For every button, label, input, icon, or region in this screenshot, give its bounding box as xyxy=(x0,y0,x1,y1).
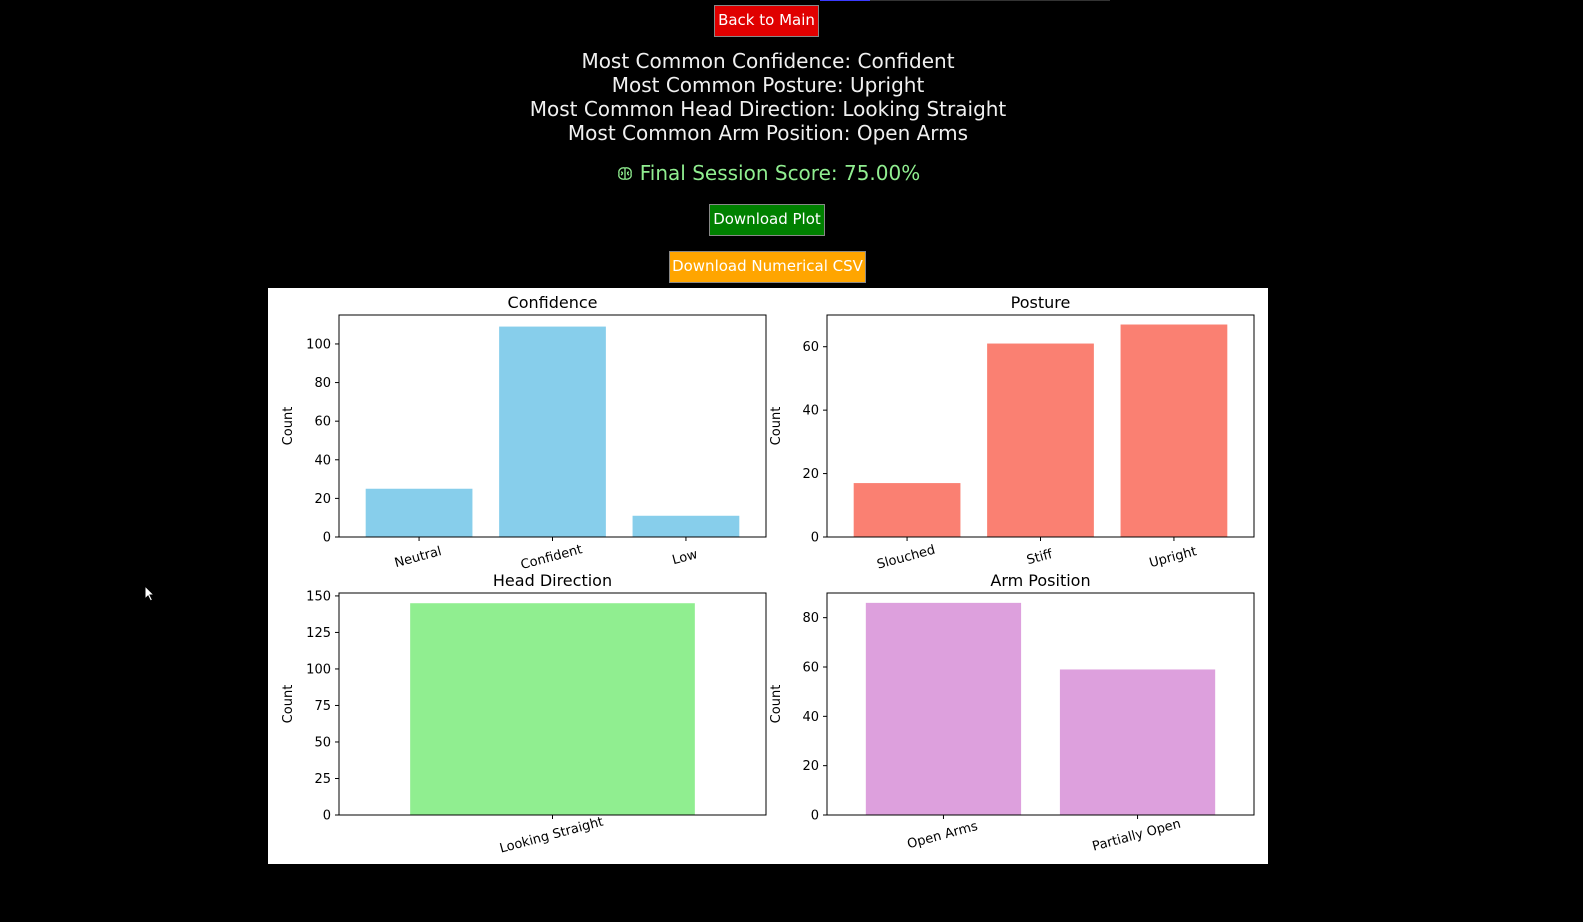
ylabel-1: Count xyxy=(769,407,784,446)
score-value: 75.00% xyxy=(843,161,921,185)
ytick-label-0-1: 20 xyxy=(314,492,331,507)
mouse-cursor-icon xyxy=(144,585,156,602)
summary-confidence: Most Common Confidence: Confident xyxy=(581,49,955,73)
ytick-label-2-3: 75 xyxy=(314,699,331,714)
ytick-label-0-2: 40 xyxy=(314,453,331,468)
ylabel-3: Count xyxy=(769,685,784,724)
bar-0-2 xyxy=(632,515,740,537)
bar-0-0 xyxy=(365,488,473,537)
ytick-label-1-2: 40 xyxy=(802,404,819,419)
ylabel-0: Count xyxy=(281,407,296,446)
ylabel-2: Count xyxy=(281,685,296,724)
ytick-label-0-0: 0 xyxy=(323,531,331,546)
xtick-label-1-0: Slouched xyxy=(875,543,937,573)
summary-arm-position: Most Common Arm Position: Open Arms xyxy=(567,121,969,145)
score-label: Final Session Score: xyxy=(639,161,838,185)
xtick-label-3-0: Open Arms xyxy=(906,819,980,852)
summary-head-direction: Most Common Head Direction: Looking Stra… xyxy=(529,97,1007,121)
ytick-label-0-4: 80 xyxy=(314,376,331,391)
xtick-label-2-0: Looking Straight xyxy=(498,815,605,857)
download-csv-button[interactable]: Download Numerical CSV xyxy=(669,251,866,283)
bar-2-0 xyxy=(410,603,695,815)
chart-title-0: Confidence xyxy=(508,293,598,312)
final-score: Final Session Score: 75.00% xyxy=(0,161,1536,185)
bar-0-1 xyxy=(499,326,606,537)
ytick-label-2-6: 150 xyxy=(306,589,331,604)
ytick-label-2-0: 0 xyxy=(323,809,331,824)
summary-stats: Most Common Confidence: Confident Most C… xyxy=(0,49,1536,145)
bar-1-0 xyxy=(853,483,961,537)
plot-panel: 0 20 40 60 80 100 Neutral Confident Low Confidenc… xyxy=(268,288,1268,864)
xtick-label-0-0: Neutral xyxy=(393,544,443,571)
ytick-label-0-3: 60 xyxy=(314,415,331,430)
ytick-label-3-1: 20 xyxy=(802,759,819,774)
ytick-label-3-0: 0 xyxy=(811,809,819,824)
ytick-label-2-1: 25 xyxy=(314,772,331,787)
brain-icon xyxy=(617,167,632,180)
bar-1-1 xyxy=(987,343,1094,537)
xtick-label-3-1: Partially Open xyxy=(1091,817,1183,855)
chart-title-1: Posture xyxy=(1011,293,1071,312)
ytick-label-1-0: 0 xyxy=(811,531,819,546)
ytick-label-2-4: 100 xyxy=(306,662,331,677)
ytick-label-3-4: 80 xyxy=(802,611,819,626)
chart-title-2: Head Direction xyxy=(493,571,612,590)
bar-3-1 xyxy=(1059,669,1216,815)
ytick-label-1-1: 20 xyxy=(802,467,819,482)
ytick-label-2-5: 125 xyxy=(306,626,331,641)
chart-title-3: Arm Position xyxy=(990,571,1090,590)
download-plot-button[interactable]: Download Plot xyxy=(709,204,825,236)
bar-3-0 xyxy=(865,602,1022,815)
ytick-label-2-2: 50 xyxy=(314,735,331,750)
summary-posture: Most Common Posture: Upright xyxy=(611,73,925,97)
axes-frame-3 xyxy=(826,592,1255,816)
xtick-label-0-2: Low xyxy=(671,547,700,568)
ytick-label-3-3: 60 xyxy=(802,661,819,676)
xtick-label-1-2: Upright xyxy=(1148,544,1199,571)
xtick-label-0-1: Confident xyxy=(519,542,584,573)
bar-1-2 xyxy=(1120,324,1228,537)
top-edge-line xyxy=(820,0,1110,1)
ytick-label-1-3: 60 xyxy=(802,340,819,355)
back-to-main-button[interactable]: Back to Main xyxy=(714,5,819,37)
xtick-label-1-1: Stiff xyxy=(1025,547,1055,568)
ytick-label-3-2: 40 xyxy=(802,710,819,725)
charts-figure: 0 20 40 60 80 100 Neutral Confident Low Confidenc… xyxy=(281,293,1255,857)
ytick-label-0-5: 100 xyxy=(306,337,331,352)
